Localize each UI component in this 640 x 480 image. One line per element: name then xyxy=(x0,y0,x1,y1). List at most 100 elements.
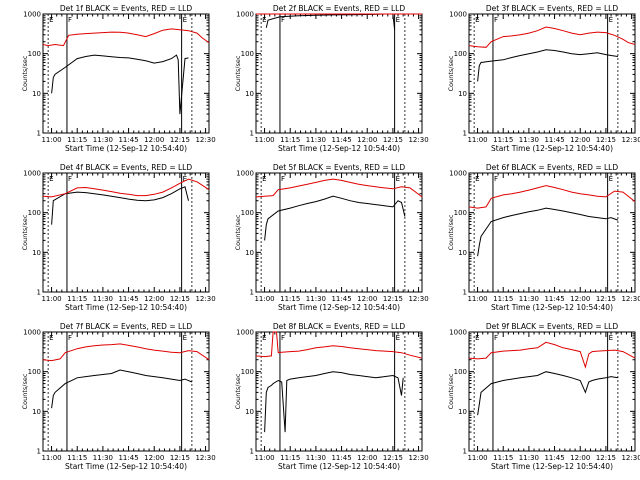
y-axis-label: Counts/sec xyxy=(447,55,455,91)
y-axis-label: Counts/sec xyxy=(447,373,455,409)
x-tick-label: 12:15 xyxy=(170,136,190,144)
y-tick-label: 1 xyxy=(250,448,254,456)
plot-frame xyxy=(255,172,423,293)
x-tick-label: 11:45 xyxy=(331,136,351,144)
x-tick-label: 12:00 xyxy=(357,295,377,303)
y-tick-label: 1 xyxy=(37,448,41,456)
x-tick-label: 11:15 xyxy=(493,136,513,144)
y-tick-label: 1000 xyxy=(236,170,254,178)
x-tick-label: 11:45 xyxy=(118,295,138,303)
x-tick-label: 11:45 xyxy=(118,136,138,144)
x-tick-label: 11:15 xyxy=(493,454,513,462)
time-marker-label: E xyxy=(609,175,613,183)
x-tick-label: 11:30 xyxy=(519,295,539,303)
time-marker-label: E xyxy=(475,16,479,24)
y-tick-label: 100 xyxy=(28,50,41,58)
x-tick-label: 11:15 xyxy=(67,454,87,462)
panel-det-4: Det 4f BLACK = Events, RED = LLD 1 10 100 10… xyxy=(21,163,216,312)
x-axis-label: Start Time (12-Sep-12 10:54:40) xyxy=(278,462,400,471)
panel-det-6: Det 6f BLACK = Events, RED = LLD 1 10 100 10… xyxy=(447,163,640,312)
panel-title: Det 2f BLACK = Events, RED = LLD xyxy=(273,4,406,13)
events-series-line xyxy=(264,195,406,241)
plot-frame xyxy=(42,172,210,293)
x-tick-label: 12:30 xyxy=(195,136,215,144)
lld-series-line xyxy=(42,28,210,47)
x-tick-label: 11:00 xyxy=(467,295,487,303)
x-tick-label: 12:15 xyxy=(383,454,403,462)
x-tick-label: 11:45 xyxy=(544,136,564,144)
y-tick-label: 100 xyxy=(241,209,254,217)
x-tick-label: 12:15 xyxy=(170,454,190,462)
y-tick-label: 10 xyxy=(32,90,41,98)
x-tick-label: 12:30 xyxy=(195,454,215,462)
panel-title: Det 7f BLACK = Events, RED = LLD xyxy=(60,322,193,331)
y-tick-label: 10 xyxy=(32,408,41,416)
y-tick-label: 100 xyxy=(454,368,467,376)
x-axis-label: Start Time (12-Sep-12 10:54:40) xyxy=(491,144,613,153)
events-series-line xyxy=(477,49,618,82)
x-tick-label: 12:15 xyxy=(383,295,403,303)
time-marker-label: F xyxy=(68,175,72,183)
x-tick-label: 12:15 xyxy=(596,136,616,144)
panel-det-8: Det 8f BLACK = Events, RED = LLD 1 10 100 10… xyxy=(234,322,429,471)
time-marker-label: E xyxy=(183,175,187,183)
x-axis-label: Start Time (12-Sep-12 10:54:40) xyxy=(65,144,187,153)
events-series-line xyxy=(265,13,396,30)
x-tick-label: 11:30 xyxy=(519,136,539,144)
y-tick-label: 100 xyxy=(241,368,254,376)
x-tick-label: 11:30 xyxy=(306,136,326,144)
panel-det-3: Det 3f BLACK = Events, RED = LLD 1 10 100 10… xyxy=(447,4,640,153)
x-tick-label: 11:00 xyxy=(41,454,61,462)
x-tick-label: 12:00 xyxy=(357,136,377,144)
time-marker-label: F xyxy=(494,175,498,183)
time-marker-label: E xyxy=(49,334,53,342)
x-tick-label: 12:00 xyxy=(570,295,590,303)
x-tick-label: 11:00 xyxy=(467,136,487,144)
lld-series-line xyxy=(42,178,210,198)
y-tick-label: 1 xyxy=(250,130,254,138)
time-marker-label: E xyxy=(49,175,53,183)
time-marker-label: F xyxy=(68,334,72,342)
x-axis-label: Start Time (12-Sep-12 10:54:40) xyxy=(65,462,187,471)
x-tick-label: 12:00 xyxy=(570,454,590,462)
x-axis-label: Start Time (12-Sep-12 10:54:40) xyxy=(278,144,400,153)
y-tick-label: 1000 xyxy=(23,11,41,19)
x-tick-label: 12:30 xyxy=(408,454,428,462)
x-tick-label: 11:45 xyxy=(331,295,351,303)
x-tick-label: 11:30 xyxy=(93,295,113,303)
time-marker-label: F xyxy=(281,16,285,24)
y-tick-label: 1000 xyxy=(449,170,467,178)
x-tick-label: 11:00 xyxy=(254,454,274,462)
x-tick-label: 11:00 xyxy=(41,136,61,144)
x-tick-label: 11:45 xyxy=(544,454,564,462)
time-marker-label: F xyxy=(281,175,285,183)
x-tick-label: 12:00 xyxy=(144,454,164,462)
y-tick-label: 10 xyxy=(245,249,254,257)
x-tick-label: 12:30 xyxy=(408,295,428,303)
time-marker-label: F xyxy=(281,334,285,342)
x-tick-label: 12:30 xyxy=(195,295,215,303)
events-series-line xyxy=(477,371,618,416)
y-tick-label: 1000 xyxy=(449,11,467,19)
y-tick-label: 100 xyxy=(28,368,41,376)
x-tick-label: 11:00 xyxy=(467,454,487,462)
x-tick-label: 11:15 xyxy=(67,136,87,144)
events-series-line xyxy=(51,186,189,225)
y-tick-label: 10 xyxy=(245,90,254,98)
panel-title: Det 8f BLACK = Events, RED = LLD xyxy=(273,322,406,331)
x-tick-label: 12:15 xyxy=(596,295,616,303)
x-tick-label: 11:45 xyxy=(118,454,138,462)
panel-title: Det 4f BLACK = Events, RED = LLD xyxy=(60,163,193,172)
x-tick-label: 12:15 xyxy=(383,136,403,144)
time-marker-label: E xyxy=(49,16,53,24)
x-tick-label: 12:15 xyxy=(170,295,190,303)
y-tick-label: 1000 xyxy=(23,329,41,337)
events-series-line xyxy=(477,207,619,257)
events-series-line xyxy=(51,369,193,409)
y-tick-label: 1 xyxy=(37,130,41,138)
time-marker-label: E xyxy=(183,16,187,24)
panel-title: Det 1f BLACK = Events, RED = LLD xyxy=(60,4,193,13)
panel-title: Det 3f BLACK = Events, RED = LLD xyxy=(486,4,619,13)
panel-det-7: Det 7f BLACK = Events, RED = LLD 1 10 100 10… xyxy=(21,322,216,471)
